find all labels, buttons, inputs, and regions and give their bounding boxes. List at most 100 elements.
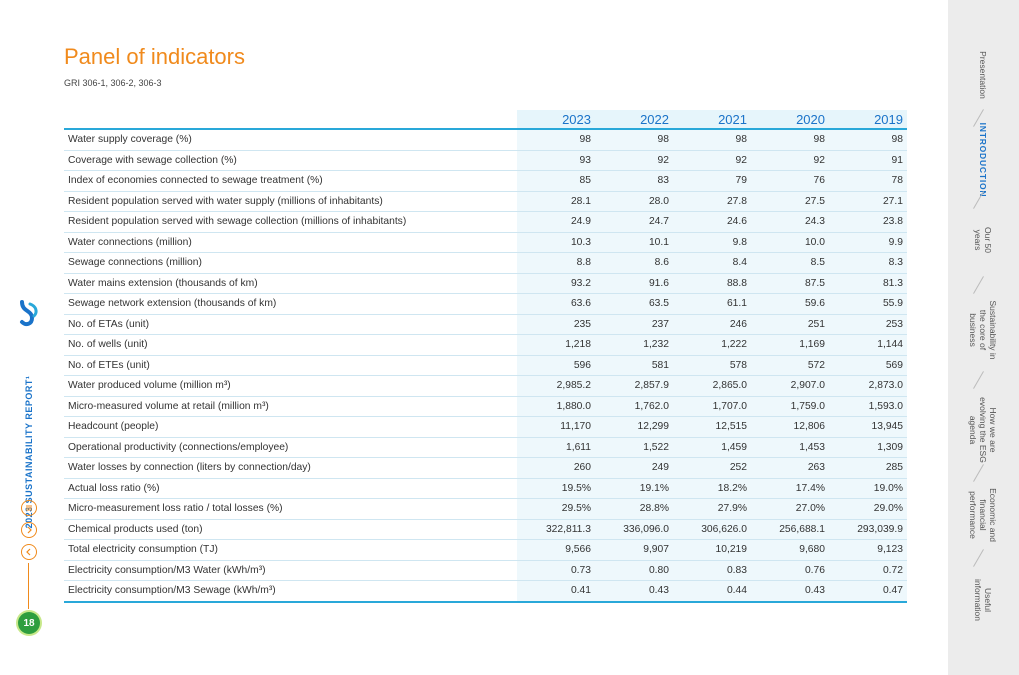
year-header: 2023 (517, 110, 595, 130)
nav-item[interactable]: Economic and financial performance (968, 488, 998, 542)
indicator-value: 98 (751, 129, 829, 151)
indicator-label: Water mains extension (thousands of km) (64, 273, 517, 294)
indicator-value: 88.8 (673, 273, 751, 294)
indicator-value: 1,880.0 (517, 396, 595, 417)
indicator-value: 13,945 (829, 416, 907, 438)
indicator-value: 322,811.3 (517, 519, 595, 540)
table-row: Electricity consumption/M3 Water (kWh/m³… (64, 560, 907, 581)
indicator-value: 1,522 (595, 437, 673, 458)
indicator-value: 0.41 (517, 580, 595, 603)
indicator-value: 2,907.0 (751, 375, 829, 397)
indicator-value: 19.5% (517, 478, 595, 499)
indicator-value: 2,857.9 (595, 375, 673, 397)
indicator-value: 0.43 (751, 580, 829, 603)
indicator-value: 596 (517, 355, 595, 376)
year-header: 2019 (829, 110, 907, 130)
indicator-value: 10.3 (517, 232, 595, 253)
indicator-label: Electricity consumption/M3 Water (kWh/m³… (64, 560, 517, 581)
indicator-value: 1,169 (751, 334, 829, 356)
indicator-value: 12,515 (673, 416, 751, 438)
nav-item[interactable]: INTRODUCTION (978, 122, 988, 198)
indicator-value: 235 (517, 314, 595, 335)
indicator-value: 0.47 (829, 580, 907, 603)
indicator-value: 249 (595, 457, 673, 479)
table-row: No. of wells (unit) 1,218 1,232 1,222 1,169 1… (64, 334, 907, 356)
indicator-value: 256,688.1 (751, 519, 829, 540)
indicator-label: Sewage connections (million) (64, 252, 517, 274)
indicator-value: 2,873.0 (829, 375, 907, 397)
indicator-value: 578 (673, 355, 751, 376)
table-row: Sewage connections (million) 8.8 8.6 8.4 8.5… (64, 252, 907, 274)
indicator-value: 8.6 (595, 252, 673, 274)
indicator-value: 1,593.0 (829, 396, 907, 417)
indicator-value: 263 (751, 457, 829, 479)
indicator-value: 1,762.0 (595, 396, 673, 417)
table-header-row: 2023 2022 2021 2020 2019 (64, 110, 907, 130)
indicator-value: 12,299 (595, 416, 673, 438)
indicator-value: 59.6 (751, 293, 829, 315)
table-row: Micro-measured volume at retail (million… (64, 396, 907, 417)
previous-icon[interactable] (21, 544, 37, 560)
page-title: Panel of indicators (64, 44, 245, 69)
indicator-value: 569 (829, 355, 907, 376)
indicator-value: 9.8 (673, 232, 751, 253)
indicator-value: 19.1% (595, 478, 673, 499)
nav-item[interactable]: How we are evolving the ESG agenda (968, 397, 998, 463)
indicator-value: 1,232 (595, 334, 673, 356)
indicator-value: 1,453 (751, 437, 829, 458)
indicator-value: 336,096.0 (595, 519, 673, 540)
menu-icon[interactable] (21, 500, 37, 516)
indicator-value: 572 (751, 355, 829, 376)
indicator-label: Actual loss ratio (%) (64, 478, 517, 499)
indicator-value: 76 (751, 170, 829, 192)
table-row: Operational productivity (connections/em… (64, 437, 907, 458)
indicator-label: Total electricity consumption (TJ) (64, 539, 517, 561)
table-row: Water mains extension (thousands of km) 9… (64, 273, 907, 294)
indicator-value: 293,039.9 (829, 519, 907, 540)
indicator-value: 92 (673, 150, 751, 171)
indicator-value: 98 (829, 129, 907, 151)
nav-item[interactable]: Our 50 years (973, 227, 993, 253)
table-row: Headcount (people) 11,170 12,299 12,515 12,8… (64, 416, 907, 438)
indicator-value: 306,626.0 (673, 519, 751, 540)
indicator-value: 27.5 (751, 191, 829, 212)
indicator-value: 237 (595, 314, 673, 335)
indicator-value: 251 (751, 314, 829, 335)
indicator-label: Chemical products used (ton) (64, 519, 517, 540)
indicator-value: 17.4% (751, 478, 829, 499)
indicator-value: 29.5% (517, 498, 595, 520)
indicator-value: 92 (751, 150, 829, 171)
indicator-value: 0.43 (595, 580, 673, 603)
indicator-value: 10.1 (595, 232, 673, 253)
indicator-value: 2,865.0 (673, 375, 751, 397)
indicator-value: 0.83 (673, 560, 751, 581)
nav-divider (973, 371, 984, 389)
next-icon[interactable] (21, 522, 37, 538)
year-header: 2022 (595, 110, 673, 130)
nav-item[interactable]: Presentation (978, 51, 988, 99)
indicator-label: Water supply coverage (%) (64, 129, 517, 151)
indicator-value: 24.9 (517, 211, 595, 233)
indicator-value: 9,680 (751, 539, 829, 561)
indicator-value: 1,459 (673, 437, 751, 458)
page-number-badge: 18 (18, 612, 40, 634)
indicator-value: 253 (829, 314, 907, 335)
indicator-label: Micro-measurement loss ratio / total los… (64, 498, 517, 520)
indicator-value: 29.0% (829, 498, 907, 520)
indicator-value: 2,985.2 (517, 375, 595, 397)
indicator-value: 1,222 (673, 334, 751, 356)
indicator-value: 12,806 (751, 416, 829, 438)
nav-item[interactable]: Sustainability in the core of business (968, 300, 998, 360)
rail-divider (28, 563, 29, 609)
indicator-value: 81.3 (829, 273, 907, 294)
indicator-value: 85 (517, 170, 595, 192)
indicator-value: 83 (595, 170, 673, 192)
indicator-value: 9,123 (829, 539, 907, 561)
indicator-value: 93.2 (517, 273, 595, 294)
indicator-value: 10.0 (751, 232, 829, 253)
table-row: Resident population served with water su… (64, 191, 907, 212)
table-row: Water produced volume (million m³) 2,985.… (64, 375, 907, 397)
indicator-value: 9,907 (595, 539, 673, 561)
indicator-value: 8.3 (829, 252, 907, 274)
nav-item[interactable]: Useful information (973, 578, 993, 622)
